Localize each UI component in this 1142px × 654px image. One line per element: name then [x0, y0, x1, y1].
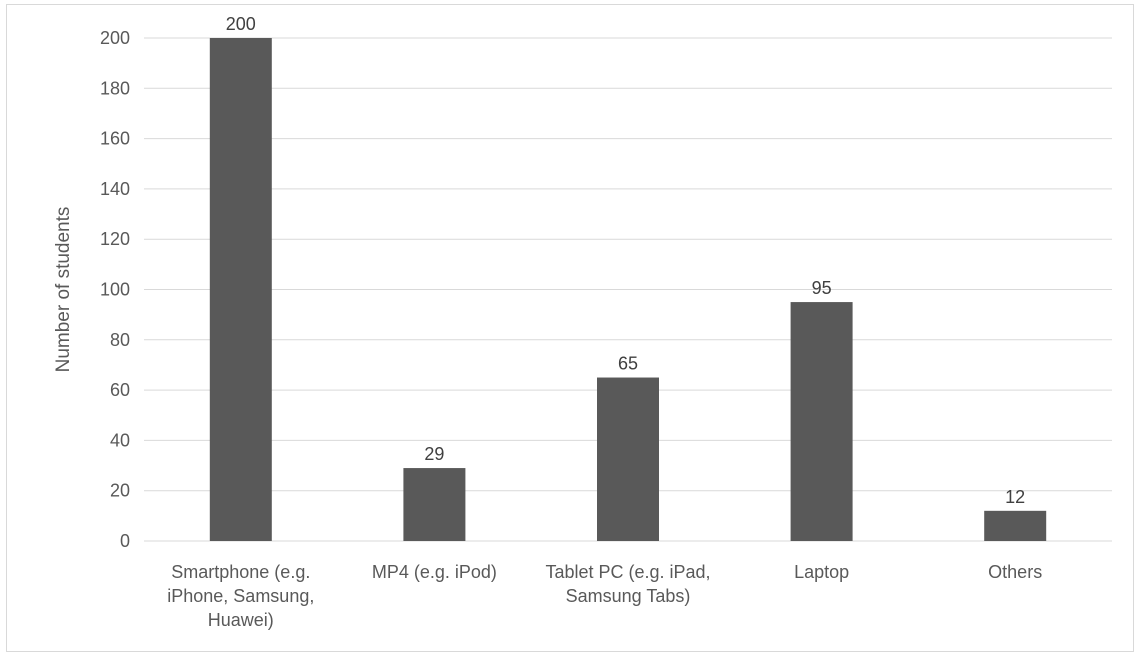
y-tick-label: 80 [110, 330, 130, 350]
chart-frame: 200 29 65 95 12 0 20 40 60 80 100 120 140 160 180 200 … [6, 4, 1134, 652]
y-tick-label: 0 [120, 531, 130, 551]
y-axis-title: Number of students [53, 207, 74, 373]
y-tick-label: 160 [100, 129, 130, 149]
data-label: 200 [226, 14, 256, 34]
y-tick-label: 100 [100, 280, 130, 300]
y-tick-label: 40 [110, 430, 130, 450]
y-tick-label: 200 [100, 28, 130, 48]
y-axis-ticks: 0 20 40 60 80 100 120 140 160 180 200 [100, 28, 130, 551]
y-tick-label: 20 [110, 481, 130, 501]
x-tick-label: Laptop [794, 562, 849, 582]
y-tick-label: 180 [100, 78, 130, 98]
bar [403, 468, 465, 541]
y-tick-label: 120 [100, 229, 130, 249]
bar [597, 378, 659, 541]
bar [791, 302, 853, 541]
y-tick-label: 140 [100, 179, 130, 199]
x-tick-label: MP4 (e.g. iPod) [372, 562, 497, 582]
data-label: 12 [1005, 487, 1025, 507]
x-tick-label: Others [988, 562, 1042, 582]
y-tick-label: 60 [110, 380, 130, 400]
bar [984, 511, 1046, 541]
x-tick-label: Smartphone (e.g. iPhone, Samsung, Huawei) [167, 562, 314, 630]
data-label: 29 [424, 444, 444, 464]
data-label: 95 [812, 278, 832, 298]
x-axis-ticks: Smartphone (e.g. iPhone, Samsung, Huawei) M… [167, 562, 1042, 630]
data-label: 65 [618, 354, 638, 374]
bar [210, 38, 272, 541]
x-tick-label: Tablet PC (e.g. iPad, Samsung Tabs) [545, 562, 710, 606]
